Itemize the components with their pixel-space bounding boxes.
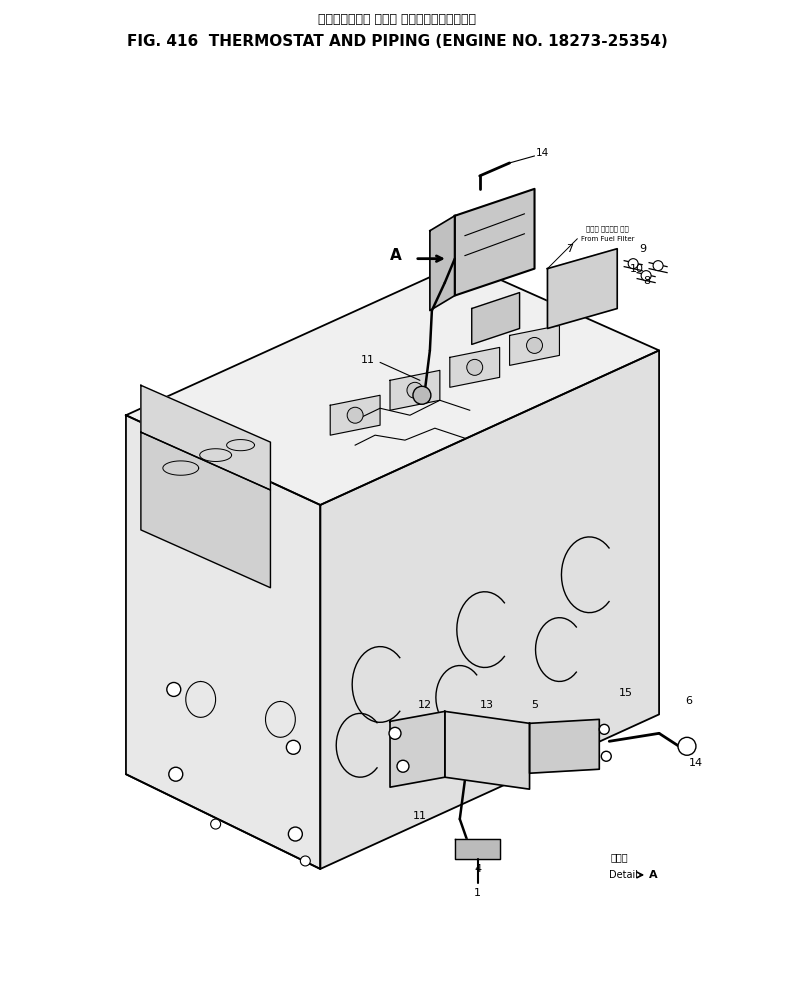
Text: 15: 15 — [619, 688, 633, 698]
Text: 12: 12 — [418, 700, 432, 710]
Polygon shape — [472, 293, 519, 344]
Text: サーモスタット および パイピング　適用号機: サーモスタット および パイピング 適用号機 — [318, 13, 476, 26]
Text: 6: 6 — [685, 696, 692, 706]
Circle shape — [601, 752, 611, 762]
Text: 8: 8 — [644, 276, 651, 286]
Circle shape — [641, 271, 651, 281]
Circle shape — [653, 261, 663, 271]
Text: A: A — [649, 870, 657, 880]
Text: From Fuel Filter: From Fuel Filter — [580, 235, 634, 241]
Circle shape — [300, 856, 310, 866]
Text: 4: 4 — [474, 864, 481, 874]
Circle shape — [526, 337, 542, 353]
Text: A: A — [390, 248, 402, 263]
Polygon shape — [141, 432, 271, 587]
Polygon shape — [548, 248, 617, 328]
Text: Detail: Detail — [609, 870, 638, 880]
Circle shape — [397, 761, 409, 772]
Circle shape — [389, 727, 401, 740]
Circle shape — [167, 682, 181, 696]
Circle shape — [169, 767, 183, 781]
Circle shape — [599, 724, 609, 734]
Circle shape — [347, 407, 363, 423]
Text: 14: 14 — [536, 148, 549, 158]
Circle shape — [210, 819, 221, 829]
Circle shape — [628, 259, 638, 269]
Text: 13: 13 — [480, 700, 494, 710]
Polygon shape — [330, 396, 380, 435]
Text: 14: 14 — [689, 759, 703, 768]
Polygon shape — [126, 263, 659, 505]
Text: 9: 9 — [640, 243, 646, 254]
Polygon shape — [126, 415, 320, 869]
Polygon shape — [530, 719, 599, 773]
Text: 詳　細: 詳 細 — [611, 852, 628, 862]
Polygon shape — [430, 216, 455, 311]
Text: 1: 1 — [474, 888, 481, 898]
Text: FIG. 416  THERMOSTAT AND PIPING (ENGINE NO. 18273-25354): FIG. 416 THERMOSTAT AND PIPING (ENGINE N… — [126, 34, 668, 48]
Text: フェル フィルタ より: フェル フィルタ より — [586, 225, 629, 232]
Circle shape — [467, 359, 483, 376]
Text: 11: 11 — [361, 355, 375, 365]
Text: 7: 7 — [566, 243, 573, 254]
Polygon shape — [510, 325, 560, 365]
Circle shape — [678, 738, 696, 756]
Polygon shape — [455, 189, 534, 296]
Polygon shape — [455, 839, 499, 859]
Polygon shape — [450, 347, 499, 388]
Polygon shape — [445, 711, 530, 789]
Circle shape — [287, 741, 300, 755]
Circle shape — [413, 387, 431, 405]
Text: 5: 5 — [531, 700, 538, 710]
Text: 10: 10 — [630, 264, 644, 274]
Polygon shape — [141, 386, 271, 490]
Circle shape — [288, 827, 303, 841]
Text: 11: 11 — [413, 811, 427, 821]
Polygon shape — [390, 711, 445, 787]
Polygon shape — [390, 370, 440, 410]
Circle shape — [407, 383, 423, 399]
Polygon shape — [320, 350, 659, 869]
